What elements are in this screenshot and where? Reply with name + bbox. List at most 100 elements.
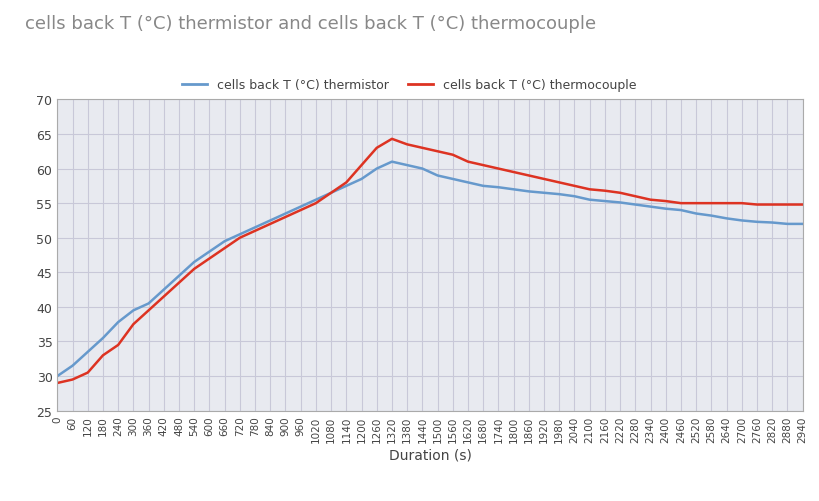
cells back T (°C) thermistor [539,190,549,196]
cells back T (°C) thermocouple [418,145,428,151]
cells back T (°C) thermocouple [782,202,792,208]
cells back T (°C) thermistor [68,363,78,369]
cells back T (°C) thermistor [767,220,777,226]
cells back T (°C) thermocouple [159,294,169,300]
cells back T (°C) thermistor [311,197,321,203]
cells back T (°C) thermistor [585,197,595,203]
cells back T (°C) thermistor [219,238,229,244]
cells back T (°C) thermistor [296,204,305,210]
cells back T (°C) thermocouple [432,149,442,155]
cells back T (°C) thermocouple [661,199,671,205]
cells back T (°C) thermocouple [645,197,655,203]
cells back T (°C) thermistor [159,287,169,293]
cells back T (°C) thermistor [631,202,640,208]
cells back T (°C) thermistor [143,301,153,307]
cells back T (°C) thermocouple [707,201,717,207]
cells back T (°C) thermocouple [372,145,382,151]
cells back T (°C) thermocouple [798,202,808,208]
cells back T (°C) thermocouple [463,159,473,165]
cells back T (°C) thermistor [52,373,62,379]
cells back T (°C) thermocouple [235,235,245,241]
cells back T (°C) thermistor [418,166,428,172]
cells back T (°C) thermocouple [676,201,686,207]
cells back T (°C) thermistor [600,199,610,205]
cells back T (°C) thermistor [569,194,579,200]
cells back T (°C) thermistor [342,183,351,189]
cells back T (°C) thermistor [448,176,458,182]
cells back T (°C) thermocouple [722,201,731,207]
cells back T (°C) thermocouple [691,201,701,207]
Legend: cells back T (°C) thermistor, cells back T (°C) thermocouple: cells back T (°C) thermistor, cells back… [178,74,641,97]
cells back T (°C) thermistor [554,192,564,198]
cells back T (°C) thermocouple [311,201,321,207]
cells back T (°C) thermistor [205,249,215,255]
cells back T (°C) thermocouple [554,180,564,186]
cells back T (°C) thermocouple [615,190,625,196]
cells back T (°C) thermistor [129,308,138,314]
cells back T (°C) thermocouple [265,221,275,227]
cells back T (°C) thermocouple [250,228,260,234]
cells back T (°C) thermocouple [113,342,123,348]
cells back T (°C) thermocouple [98,353,108,359]
cells back T (°C) thermocouple [281,214,291,220]
cells back T (°C) thermistor [98,335,108,341]
cells back T (°C) thermistor [281,211,291,217]
cells back T (°C) thermistor [402,163,412,169]
cells back T (°C) thermocouple [326,190,336,196]
cells back T (°C) thermocouple [189,267,199,273]
cells back T (°C) thermocouple [296,207,305,213]
cells back T (°C) thermistor [676,207,686,213]
cells back T (°C) thermistor [752,219,762,225]
cells back T (°C) thermocouple [752,202,762,208]
cells back T (°C) thermistor [372,166,382,172]
cells back T (°C) thermistor [478,183,488,189]
cells back T (°C) thermistor [235,232,245,238]
cells back T (°C) thermocouple [83,370,93,376]
cells back T (°C) thermocouple [68,377,78,383]
cells back T (°C) thermistor [691,211,701,217]
cells back T (°C) thermistor [722,216,731,222]
cells back T (°C) thermocouple [600,188,610,194]
cells back T (°C) thermocouple [767,202,777,208]
cells back T (°C) thermocouple [448,152,458,158]
Line: cells back T (°C) thermocouple: cells back T (°C) thermocouple [57,140,803,383]
cells back T (°C) thermocouple [539,176,549,182]
cells back T (°C) thermocouple [509,170,518,176]
cells back T (°C) thermocouple [356,163,366,169]
Text: cells back T (°C) thermistor and cells back T (°C) thermocouple: cells back T (°C) thermistor and cells b… [25,15,595,33]
cells back T (°C) thermistor [615,200,625,206]
cells back T (°C) thermistor [524,189,534,195]
X-axis label: Duration (s): Duration (s) [388,447,472,461]
cells back T (°C) thermocouple [387,137,397,143]
Line: cells back T (°C) thermistor: cells back T (°C) thermistor [57,162,803,376]
cells back T (°C) thermistor [509,187,518,193]
cells back T (°C) thermistor [432,173,442,179]
cells back T (°C) thermocouple [524,173,534,179]
cells back T (°C) thermocouple [174,280,184,286]
cells back T (°C) thermistor [326,190,336,196]
cells back T (°C) thermocouple [129,322,138,328]
cells back T (°C) thermistor [798,221,808,227]
cells back T (°C) thermistor [189,260,199,266]
cells back T (°C) thermocouple [143,308,153,314]
cells back T (°C) thermocouple [494,166,504,172]
cells back T (°C) thermocouple [478,163,488,169]
cells back T (°C) thermocouple [342,180,351,186]
cells back T (°C) thermistor [387,159,397,165]
cells back T (°C) thermocouple [631,194,640,200]
cells back T (°C) thermistor [645,204,655,210]
cells back T (°C) thermocouple [569,183,579,189]
cells back T (°C) thermistor [174,273,184,279]
cells back T (°C) thermistor [494,185,504,191]
cells back T (°C) thermocouple [402,142,412,148]
cells back T (°C) thermistor [113,320,123,326]
cells back T (°C) thermistor [737,218,747,224]
cells back T (°C) thermistor [83,349,93,355]
cells back T (°C) thermocouple [219,245,229,252]
cells back T (°C) thermistor [250,225,260,231]
cells back T (°C) thermistor [707,213,717,219]
cells back T (°C) thermistor [463,180,473,186]
cells back T (°C) thermocouple [737,201,747,207]
cells back T (°C) thermocouple [585,187,595,193]
cells back T (°C) thermistor [661,206,671,212]
